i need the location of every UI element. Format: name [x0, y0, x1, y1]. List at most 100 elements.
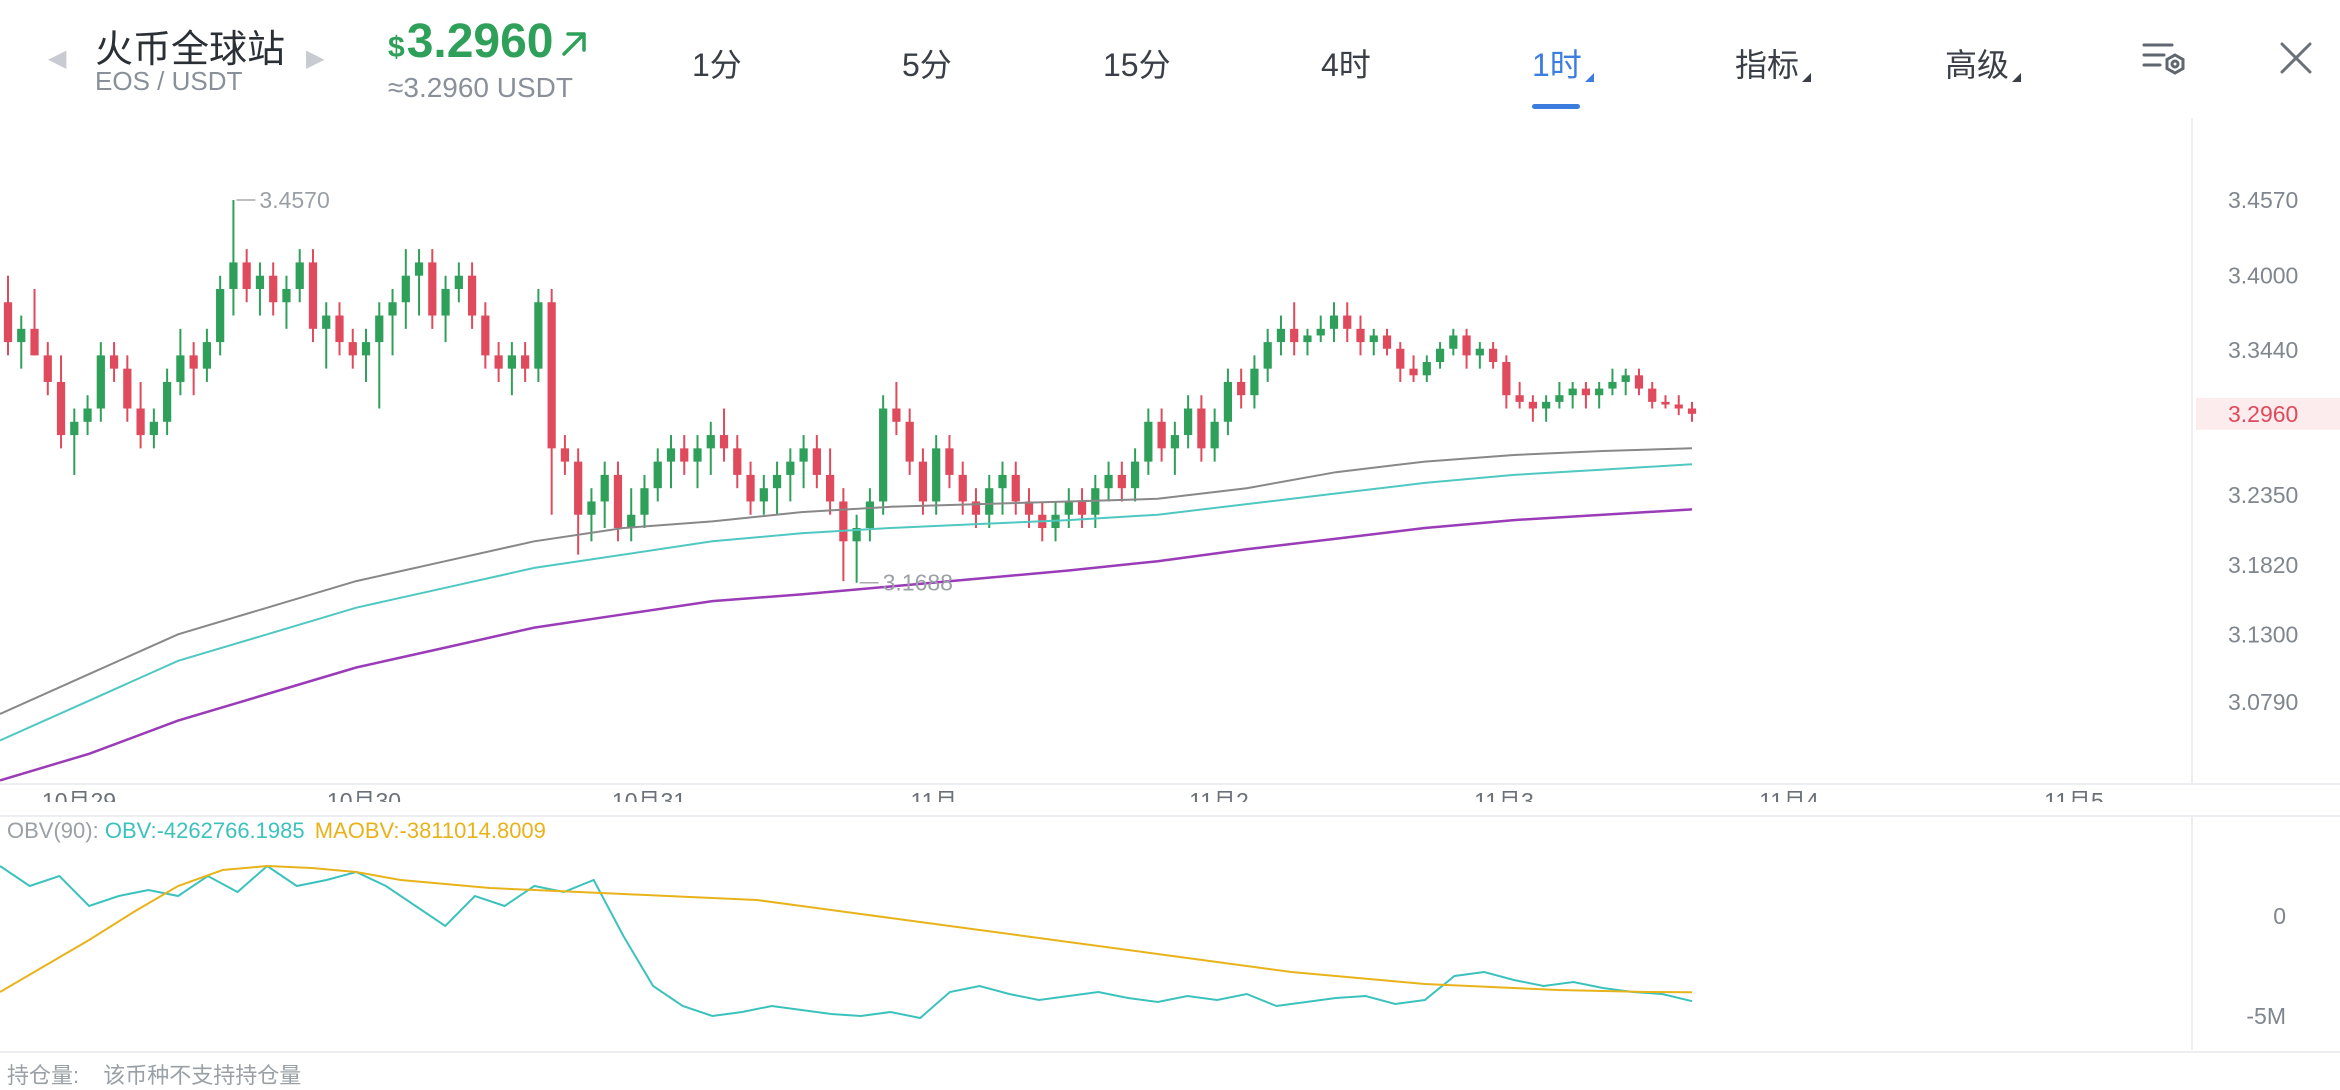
- close-icon[interactable]: [2278, 40, 2314, 76]
- tab-indicators[interactable]: 指标: [1735, 40, 1812, 86]
- y-axis-tick-label: 3.2350: [2228, 482, 2298, 508]
- header-bar: ◀ 火币全球站 EOS / USDT ▶ $3.2960 ≈3.2960 USD…: [0, 0, 2340, 112]
- x-axis-tick-label: 11月4: [1759, 788, 1819, 802]
- candle-body: [574, 461, 583, 515]
- open-interest-label: 持仓量:: [7, 1063, 80, 1088]
- candle-body: [865, 501, 875, 529]
- candle-body: [905, 421, 914, 462]
- x-axis-tick-label: 11月5: [2044, 788, 2104, 802]
- candle-body: [825, 474, 835, 502]
- candle-body: [1290, 328, 1299, 343]
- chart-settings-icon[interactable]: [2142, 40, 2188, 80]
- candle-body: [1687, 408, 1697, 414]
- candle-body: [388, 302, 397, 316]
- candle-body: [1528, 401, 1537, 409]
- candle-body: [295, 262, 304, 289]
- candle-body: [109, 355, 119, 369]
- obv-series-line: [0, 864, 1693, 994]
- candle-body: [1555, 395, 1564, 402]
- right-arrow-icon[interactable]: ▶: [306, 45, 325, 72]
- candle-body: [322, 315, 331, 329]
- candle-body: [1170, 435, 1179, 449]
- y-axis-tick-label: 3.3440: [2228, 337, 2298, 363]
- y-axis-tick-label: 3.4000: [2228, 263, 2298, 289]
- currency-symbol: $: [388, 31, 405, 64]
- candle-body: [1144, 421, 1153, 462]
- obv-value: OBV:-4262766.1985: [104, 818, 305, 843]
- price-converted: ≈3.2960 USDT: [388, 72, 574, 103]
- obv-series-line: [0, 864, 1693, 1020]
- candle-body: [348, 342, 357, 356]
- candle-body: [1117, 474, 1126, 489]
- candle-body: [1356, 328, 1365, 343]
- obv-chart[interactable]: 0 -5M: [0, 800, 2340, 1055]
- candle-body: [693, 448, 702, 462]
- candle-body: [96, 355, 105, 409]
- candle-body: [56, 381, 66, 436]
- candle-body: [481, 315, 490, 356]
- x-axis-tick-label: 10月29: [42, 788, 116, 802]
- tab-label: 5分: [902, 47, 952, 83]
- candle-body: [1157, 421, 1166, 449]
- left-arrow-icon[interactable]: ◀: [48, 45, 67, 72]
- candle-body: [746, 474, 755, 502]
- candle-body: [1210, 421, 1219, 449]
- candle-body: [1197, 408, 1206, 449]
- candle-body: [945, 448, 954, 475]
- candle-body: [1449, 335, 1458, 349]
- tab-4hour[interactable]: 4时: [1321, 40, 1371, 86]
- candle-body: [242, 262, 251, 289]
- obv-legend-label: OBV(90):: [7, 818, 99, 843]
- tab-label: 1分: [692, 47, 742, 83]
- x-axis-tick-label: 11月3: [1474, 788, 1534, 802]
- candle-body: [229, 262, 238, 289]
- tab-advanced[interactable]: 高级: [1945, 40, 2022, 86]
- maobv-value: MAOBV:-3811014.8009: [314, 818, 546, 843]
- candle-body: [441, 288, 450, 316]
- candle-body: [719, 435, 729, 449]
- candle-body: [812, 448, 821, 475]
- candle-body: [521, 355, 530, 369]
- candle-body: [1077, 501, 1087, 515]
- candle-body: [428, 262, 437, 316]
- candle-body: [1250, 368, 1259, 396]
- y-axis-tick-label: 3.1820: [2228, 552, 2298, 578]
- candle-body: [1316, 328, 1325, 336]
- candle-body: [414, 262, 424, 276]
- candle-body: [1303, 335, 1312, 343]
- candlestick-chart[interactable]: 3.4570 3.4000 3.3440 3.2350 3.1820 3.1300 3.07…: [0, 112, 2340, 802]
- moving-average-line: [0, 508, 1693, 782]
- candle-body: [1462, 335, 1471, 356]
- candle-body: [932, 448, 941, 502]
- candle-body: [136, 408, 145, 436]
- candle-body: [918, 461, 928, 502]
- candle-body: [799, 448, 808, 462]
- candle-body: [83, 408, 92, 422]
- annotation-label: 3.1688: [883, 570, 953, 596]
- obv-y-axis-tick-label: -5M: [2246, 1003, 2286, 1029]
- trading-pair: EOS / USDT: [95, 66, 243, 96]
- obv-legend: OBV(90): OBV:-4262766.1985 MAOBV:-381101…: [7, 818, 546, 844]
- tab-label: 高级: [1945, 47, 2010, 83]
- tab-15min[interactable]: 15分: [1103, 40, 1171, 86]
- candle-body: [1343, 315, 1352, 329]
- current-price: $3.2960: [388, 14, 554, 69]
- candle-body: [1581, 388, 1591, 396]
- candle-body: [587, 501, 596, 515]
- candle-body: [985, 488, 994, 515]
- y-axis-tick-label: 3.1300: [2228, 621, 2298, 647]
- tab-1hour[interactable]: 1时: [1532, 40, 1594, 86]
- tab-5min[interactable]: 5分: [902, 40, 952, 86]
- candle-body: [43, 355, 52, 382]
- candle-body: [1396, 348, 1405, 369]
- tab-1min[interactable]: 1分: [692, 40, 742, 86]
- candle-body: [560, 448, 570, 462]
- candle-body: [733, 448, 742, 475]
- candle-body: [892, 408, 901, 422]
- candle-body: [1435, 348, 1445, 363]
- exchange-name[interactable]: 火币全球站: [95, 29, 286, 71]
- candle-body: [189, 355, 198, 369]
- candle-body: [1475, 348, 1484, 356]
- candle-body: [1223, 381, 1233, 422]
- candle-body: [786, 461, 795, 475]
